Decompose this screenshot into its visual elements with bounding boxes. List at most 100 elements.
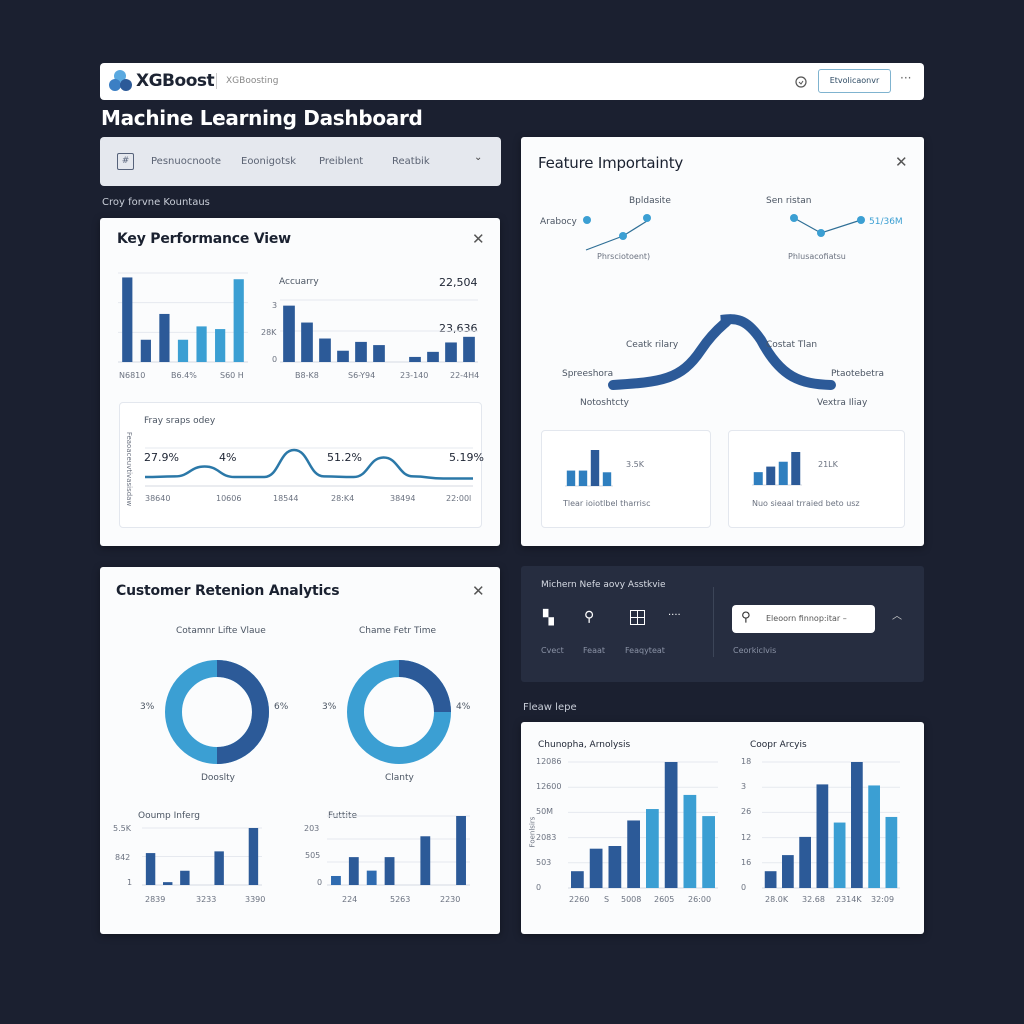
bar[interactable] — [331, 875, 341, 885]
bar[interactable] — [791, 452, 801, 485]
bar[interactable] — [159, 313, 170, 362]
bar[interactable] — [608, 846, 622, 888]
network-node — [817, 229, 825, 237]
close-icon[interactable]: ✕ — [895, 153, 908, 171]
bar[interactable] — [868, 785, 880, 888]
bar[interactable] — [180, 870, 190, 885]
bar[interactable] — [122, 277, 133, 362]
bar[interactable] — [782, 855, 794, 888]
x-tick: 2314K — [836, 895, 862, 904]
bar[interactable] — [578, 470, 588, 486]
bar[interactable] — [753, 472, 763, 485]
network-line — [793, 217, 862, 234]
bar[interactable] — [427, 351, 439, 362]
bar[interactable] — [248, 828, 259, 885]
bar[interactable] — [627, 820, 640, 888]
retention-bar-chart-2 — [327, 815, 470, 886]
bar[interactable] — [646, 809, 659, 888]
donut-slice-dark[interactable] — [216, 660, 269, 764]
line-value: 27.9% — [144, 451, 179, 464]
bar[interactable] — [683, 794, 697, 888]
search-placeholder: Eleoorn finnop:itar – — [766, 614, 847, 623]
bar[interactable] — [420, 836, 431, 885]
search-label: Ceorkiclvis — [733, 646, 777, 655]
bar[interactable] — [702, 816, 715, 888]
bar[interactable] — [885, 816, 898, 888]
bar[interactable] — [409, 356, 421, 362]
bar[interactable] — [301, 322, 313, 362]
search-input[interactable]: ⚲ Eleoorn finnop:itar – — [732, 605, 875, 633]
bar[interactable] — [373, 345, 385, 362]
y-tick: 0 — [272, 355, 278, 364]
table-icon[interactable] — [630, 610, 645, 625]
bar[interactable] — [214, 851, 224, 885]
bar[interactable] — [566, 470, 576, 486]
grid-blocks-icon[interactable]: ▚ — [543, 610, 554, 626]
close-icon[interactable]: ✕ — [472, 230, 485, 248]
bar[interactable] — [384, 857, 395, 885]
more-horizontal-icon[interactable]: ··· — [900, 71, 912, 85]
bar[interactable] — [233, 279, 244, 362]
bar[interactable] — [177, 339, 189, 362]
retention-bar-chart-1 — [142, 827, 262, 886]
nav-item-2[interactable]: Eoonigotsk — [241, 156, 297, 167]
donut-right-value: 4% — [456, 702, 471, 712]
kpv-accuracy-chart — [280, 299, 478, 363]
bar[interactable] — [778, 461, 788, 485]
close-icon[interactable]: ✕ — [472, 582, 485, 600]
bar[interactable] — [664, 762, 678, 888]
curve-label: Spreeshora — [562, 369, 614, 379]
bar[interactable] — [283, 305, 295, 362]
bar[interactable] — [590, 450, 600, 486]
bar[interactable] — [589, 848, 603, 888]
bar[interactable] — [456, 816, 466, 885]
card-title: Customer Retenion Analytics — [116, 583, 340, 599]
bar[interactable] — [355, 341, 367, 362]
donut-slice-dark[interactable] — [398, 660, 451, 713]
x-tick: 2230 — [440, 895, 461, 904]
link-icon[interactable]: ⚲ — [584, 609, 595, 625]
x-tick: 26:00 — [688, 895, 712, 904]
tool-label[interactable]: Feaqyteat — [625, 646, 665, 655]
bar[interactable] — [337, 350, 349, 362]
bar[interactable] — [571, 871, 584, 888]
bar[interactable] — [851, 762, 863, 888]
nav-item-4[interactable]: Reatbik — [392, 156, 430, 167]
bar[interactable] — [319, 338, 331, 362]
x-tick: 38640 — [145, 494, 171, 503]
accuracy-value-2: 23,636 — [439, 322, 478, 335]
bar[interactable] — [145, 853, 156, 885]
feature-mini-card-1[interactable] — [541, 430, 711, 528]
nav-item-3[interactable]: Preiblent — [319, 156, 364, 167]
bar[interactable] — [366, 870, 377, 885]
bar[interactable] — [764, 871, 777, 888]
bar[interactable] — [833, 822, 846, 888]
line-value: 51.2% — [327, 451, 362, 464]
chevron-down-icon[interactable]: ⌄ — [474, 152, 483, 163]
more-tools-icon[interactable]: ···· — [668, 610, 681, 621]
bar[interactable] — [445, 342, 457, 362]
x-tick: 2260 — [569, 895, 590, 904]
curve-label: Ptaotebetra — [831, 369, 885, 379]
bar[interactable] — [163, 882, 173, 885]
bar[interactable] — [348, 857, 359, 885]
bar[interactable] — [196, 326, 207, 362]
bar[interactable] — [602, 472, 612, 486]
network-node — [643, 214, 651, 222]
bell-icon[interactable] — [794, 75, 808, 89]
tool-label[interactable]: Cvect — [541, 646, 564, 655]
bar[interactable] — [816, 784, 829, 888]
nav-item-1[interactable]: Pesnuocnoote — [151, 156, 221, 167]
feature-mini-chart-1 — [565, 450, 613, 487]
grid-icon[interactable]: # — [117, 153, 134, 170]
bar[interactable] — [463, 336, 475, 362]
y-tick: 842 — [115, 853, 131, 862]
evaluation-button[interactable]: Etvolicaonvr — [818, 69, 891, 93]
bar[interactable] — [799, 836, 811, 888]
bar[interactable] — [215, 329, 226, 362]
tool-label[interactable]: Feaat — [583, 646, 606, 655]
bar[interactable] — [140, 339, 151, 362]
mini-caption: Tlear ioiotlbel tharrisc — [563, 499, 651, 508]
bar[interactable] — [766, 466, 776, 485]
chevron-up-icon[interactable]: ︿ — [892, 611, 902, 622]
